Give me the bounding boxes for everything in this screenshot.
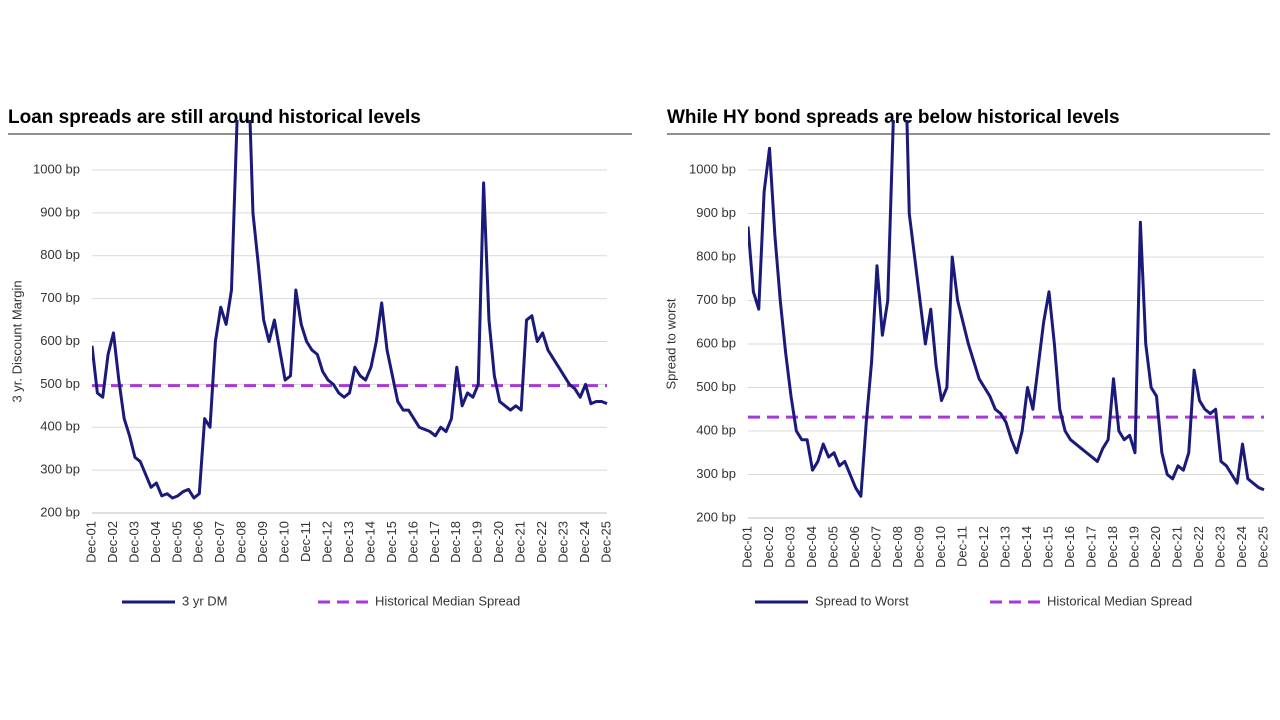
x-tick-label: Dec-05 xyxy=(169,521,184,563)
x-tick-label: Dec-03 xyxy=(782,526,797,568)
x-tick-label: Dec-10 xyxy=(933,526,948,568)
x-tick-label: Dec-06 xyxy=(847,526,862,568)
x-tick-label: Dec-12 xyxy=(976,526,991,568)
x-tick-label: Dec-04 xyxy=(148,521,163,563)
x-tick-label: Dec-04 xyxy=(804,526,819,568)
y-tick-label: 800 bp xyxy=(696,248,736,263)
y-tick-label: 700 bp xyxy=(40,290,80,305)
x-tick-label: Dec-03 xyxy=(126,521,141,563)
x-tick-label: Dec-15 xyxy=(384,521,399,563)
y-tick-label: 200 bp xyxy=(40,504,80,519)
x-tick-label: Dec-19 xyxy=(1126,526,1141,568)
x-tick-label: Dec-07 xyxy=(212,521,227,563)
y-tick-label: 700 bp xyxy=(696,292,736,307)
x-tick-label: Dec-24 xyxy=(577,521,592,563)
x-tick-label: Dec-17 xyxy=(427,521,442,563)
y-tick-label: 600 bp xyxy=(696,335,736,350)
y-tick-label: 800 bp xyxy=(40,247,80,262)
x-tick-label: Dec-20 xyxy=(491,521,506,563)
series-line xyxy=(92,120,608,500)
x-tick-label: Dec-25 xyxy=(1255,526,1270,568)
x-tick-label: Dec-02 xyxy=(761,526,776,568)
y-tick-label: 400 bp xyxy=(40,419,80,434)
y-tick-label: 1000 bp xyxy=(689,161,736,176)
x-tick-label: Dec-09 xyxy=(911,526,926,568)
x-tick-label: Dec-23 xyxy=(556,521,571,563)
x-tick-label: Dec-07 xyxy=(868,526,883,568)
x-tick-label: Dec-16 xyxy=(405,521,420,563)
x-tick-label: Dec-23 xyxy=(1212,526,1227,568)
y-tick-label: 1000 bp xyxy=(33,161,80,176)
y-axis-label: Spread to worst xyxy=(663,298,678,389)
legend-label: Historical Median Spread xyxy=(1047,593,1192,608)
x-tick-label: Dec-22 xyxy=(534,521,549,563)
x-tick-label: Dec-10 xyxy=(277,521,292,563)
y-tick-label: 300 bp xyxy=(696,466,736,481)
y-tick-label: 500 bp xyxy=(696,379,736,394)
legend-label: Historical Median Spread xyxy=(375,593,520,608)
x-tick-label: Dec-05 xyxy=(825,526,840,568)
legend-label: 3 yr DM xyxy=(182,593,228,608)
x-tick-label: Dec-18 xyxy=(1105,526,1120,568)
x-tick-label: Dec-11 xyxy=(954,526,969,567)
x-tick-label: Dec-17 xyxy=(1083,526,1098,568)
x-tick-label: Dec-20 xyxy=(1148,526,1163,568)
x-tick-label: Dec-14 xyxy=(1019,526,1034,568)
x-tick-label: Dec-15 xyxy=(1040,526,1055,568)
y-axis-label: 3 yr. Discount Margin xyxy=(9,280,24,402)
x-tick-label: Dec-22 xyxy=(1191,526,1206,568)
x-tick-label: Dec-06 xyxy=(191,521,206,563)
x-tick-label: Dec-19 xyxy=(470,521,485,563)
y-tick-label: 200 bp xyxy=(696,509,736,524)
x-tick-label: Dec-01 xyxy=(739,526,754,568)
x-tick-label: Dec-21 xyxy=(1169,526,1184,568)
x-tick-label: Dec-24 xyxy=(1234,526,1249,568)
x-tick-label: Dec-21 xyxy=(513,521,528,563)
y-tick-label: 300 bp xyxy=(40,462,80,477)
x-tick-label: Dec-11 xyxy=(298,521,313,562)
chart-title: While HY bond spreads are below historic… xyxy=(667,107,1120,128)
y-tick-label: 500 bp xyxy=(40,376,80,391)
x-tick-label: Dec-18 xyxy=(448,521,463,563)
x-tick-label: Dec-02 xyxy=(105,521,120,563)
x-tick-label: Dec-13 xyxy=(997,526,1012,568)
x-tick-label: Dec-08 xyxy=(890,526,905,568)
y-tick-label: 400 bp xyxy=(696,422,736,437)
y-tick-label: 900 bp xyxy=(696,205,736,220)
x-tick-label: Dec-09 xyxy=(255,521,270,563)
x-tick-label: Dec-01 xyxy=(83,521,98,563)
legend-label: Spread to Worst xyxy=(815,593,909,608)
x-tick-label: Dec-13 xyxy=(341,521,356,563)
x-tick-label: Dec-16 xyxy=(1062,526,1077,568)
x-tick-label: Dec-08 xyxy=(234,521,249,563)
x-tick-label: Dec-14 xyxy=(362,521,377,563)
y-tick-label: 900 bp xyxy=(40,204,80,219)
x-tick-label: Dec-12 xyxy=(319,521,334,563)
chart-title: Loan spreads are still around historical… xyxy=(8,107,421,128)
x-tick-label: Dec-25 xyxy=(598,521,613,563)
series-line xyxy=(748,120,1265,498)
y-tick-label: 600 bp xyxy=(40,333,80,348)
